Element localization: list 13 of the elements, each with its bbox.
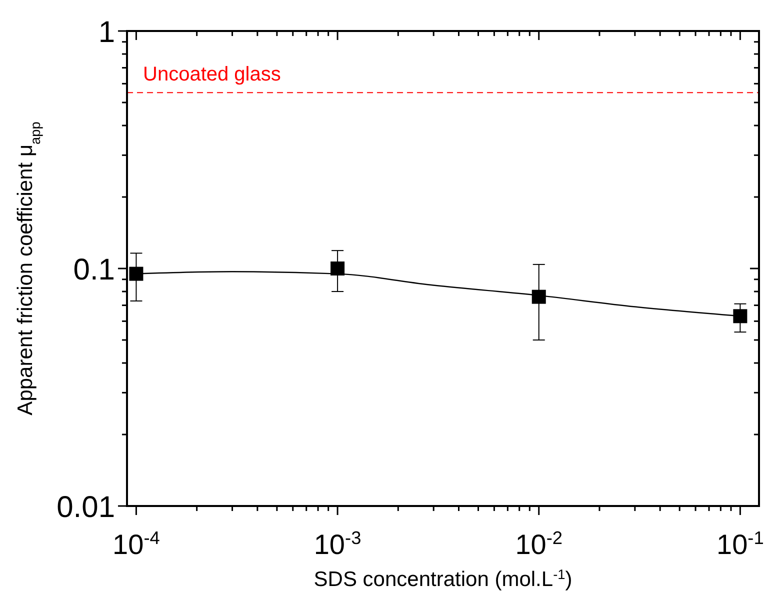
point <box>129 266 144 281</box>
x-axis-title: SDS concentration (mol.L$^{-1}$) <box>314 566 572 591</box>
y-tick-label: 0.1 <box>73 254 115 286</box>
point <box>532 290 546 304</box>
x-tick-label: 10$^{-2}$ <box>515 528 563 560</box>
x-tick-label: 10$^{-1}$ <box>716 528 764 560</box>
point <box>330 262 345 276</box>
x-tick-label: 10$^{-4}$ <box>112 528 160 560</box>
ref-line-label: Uncoated glass <box>143 64 281 86</box>
x-tick-label: 10$^{-3}$ <box>314 528 362 560</box>
y-tick-label: 1 <box>98 16 115 49</box>
y-tick-label: 0.01 <box>56 491 115 524</box>
point <box>733 309 748 324</box>
